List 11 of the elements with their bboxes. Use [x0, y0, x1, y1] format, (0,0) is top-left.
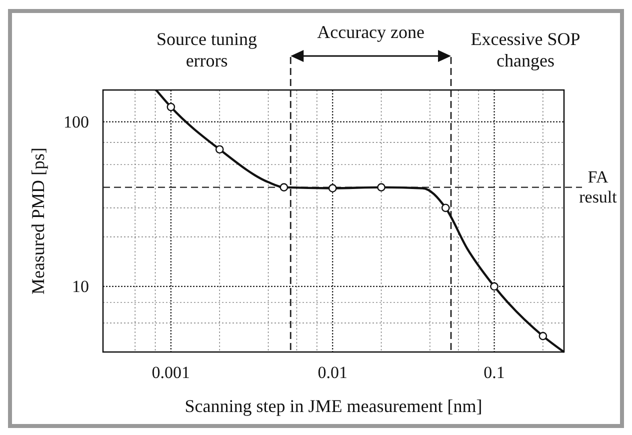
source-note: Source tuning errors [156, 29, 258, 71]
ref-line-label: FA result [579, 167, 618, 207]
x-tick-label: 0.01 [318, 363, 348, 382]
text: Excessive SOP changes [470, 29, 580, 71]
y-axis-title: Measured PMD [ps] [28, 148, 48, 294]
x-axis-title: Scanning step in JME measurement [nm] [184, 396, 482, 416]
y-tick-label: 10 [72, 276, 89, 296]
x-tick-label: 0.001 [152, 363, 190, 382]
x-tick-label: 0.1 [484, 363, 505, 382]
y-tick-label: 100 [64, 112, 89, 132]
text: Accuracy zone [317, 22, 425, 42]
